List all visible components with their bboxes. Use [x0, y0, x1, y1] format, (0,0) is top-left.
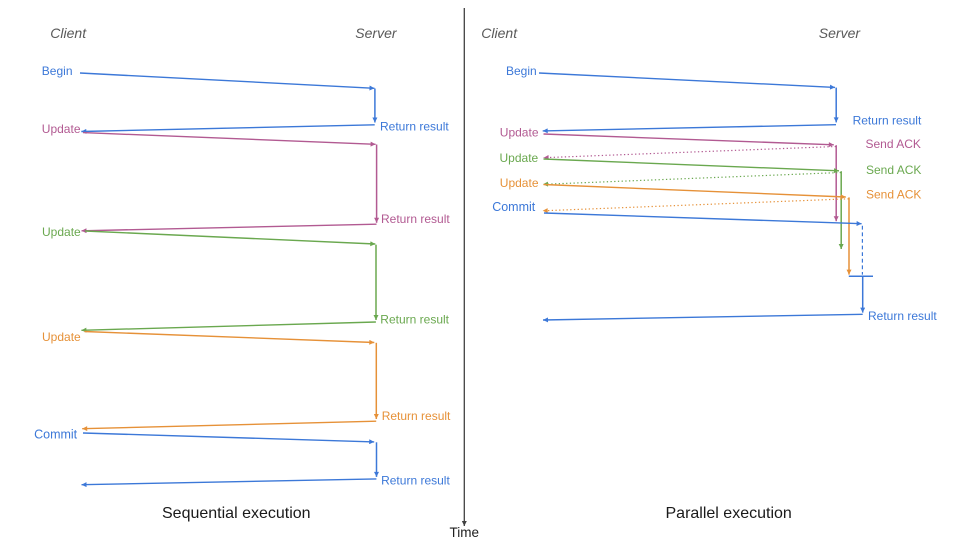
svg-text:Return result: Return result	[381, 473, 450, 487]
svg-text:Begin: Begin	[42, 64, 73, 78]
svg-text:Server: Server	[819, 25, 862, 41]
svg-text:Update: Update	[42, 225, 81, 239]
svg-text:Parallel execution: Parallel execution	[666, 505, 792, 522]
svg-text:Client: Client	[481, 25, 518, 41]
svg-text:Return result: Return result	[380, 120, 449, 134]
svg-text:Update: Update	[42, 330, 81, 344]
svg-text:Update: Update	[500, 151, 539, 165]
svg-text:Return result: Return result	[381, 212, 450, 226]
svg-text:Send ACK: Send ACK	[866, 188, 921, 202]
svg-text:Update: Update	[500, 176, 539, 190]
svg-text:Send ACK: Send ACK	[866, 137, 921, 151]
svg-text:Server: Server	[355, 25, 398, 41]
svg-text:Update: Update	[42, 122, 81, 136]
svg-text:Client: Client	[50, 25, 87, 41]
svg-text:Return result: Return result	[380, 313, 449, 327]
svg-text:Update: Update	[500, 126, 539, 140]
svg-text:Commit: Commit	[34, 427, 78, 441]
svg-text:Send ACK: Send ACK	[866, 163, 921, 177]
svg-text:Begin: Begin	[506, 64, 537, 78]
svg-text:Sequential execution: Sequential execution	[162, 505, 311, 522]
svg-text:Time: Time	[450, 525, 480, 540]
svg-text:Return result: Return result	[868, 309, 937, 323]
svg-text:Commit: Commit	[492, 200, 536, 214]
svg-text:Return result: Return result	[382, 409, 451, 423]
svg-text:Return result: Return result	[853, 114, 922, 128]
